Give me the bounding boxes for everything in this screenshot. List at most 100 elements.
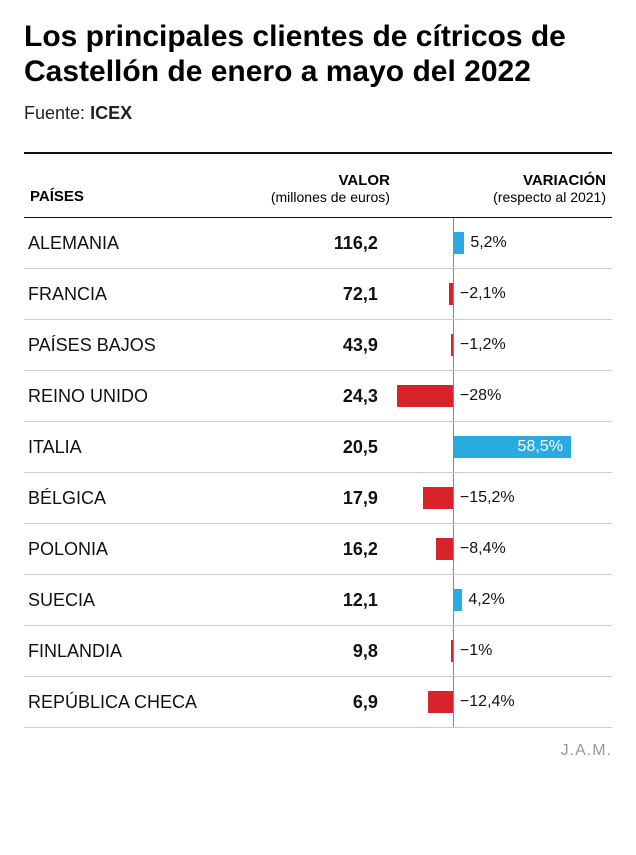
variation-cell: −1% (396, 626, 612, 677)
variation-bar-wrap: 4,2% (396, 575, 608, 625)
table-row: POLONIA16,2 −8,4% (24, 524, 612, 575)
value-cell: 6,9 (238, 677, 396, 728)
country-cell: REPÚBLICA CHECA (24, 677, 238, 728)
neg-zone (396, 218, 454, 268)
country-cell: POLONIA (24, 524, 238, 575)
bar-negative (397, 385, 453, 407)
header-variation-sub: (respecto al 2021) (402, 189, 606, 205)
country-cell: ALEMANIA (24, 218, 238, 269)
variation-cell: 5,2% (396, 218, 612, 269)
variation-label: 4,2% (462, 591, 504, 609)
variation-bar-wrap: −1% (396, 626, 608, 676)
bar-positive (454, 589, 462, 611)
variation-cell: −15,2% (396, 473, 612, 524)
neg-zone (396, 575, 454, 625)
pos-zone: 58,5% (454, 422, 608, 472)
header-country: PAÍSES (24, 154, 238, 218)
variation-cell: −12,4% (396, 677, 612, 728)
variation-label: −1% (454, 642, 492, 660)
table-row: SUECIA12,1 4,2% (24, 575, 612, 626)
bar-negative (449, 283, 453, 305)
country-cell: FRANCIA (24, 269, 238, 320)
variation-bar-wrap: −2,1% (396, 269, 608, 319)
bar-negative (423, 487, 453, 509)
table-row: ALEMANIA116,2 5,2% (24, 218, 612, 269)
header-value: VALOR (millones de euros) (238, 154, 396, 218)
variation-cell: −1,2% (396, 320, 612, 371)
table-row: FINLANDIA9,8 −1% (24, 626, 612, 677)
bar-negative (428, 691, 453, 713)
header-variation: VARIACIÓN (respecto al 2021) (396, 154, 612, 218)
variation-cell: 58,5% (396, 422, 612, 473)
pos-zone: −1% (454, 626, 608, 676)
variation-bar-wrap: −1,2% (396, 320, 608, 370)
value-cell: 9,8 (238, 626, 396, 677)
country-cell: REINO UNIDO (24, 371, 238, 422)
variation-bar-wrap: 5,2% (396, 218, 608, 268)
table-body: ALEMANIA116,2 5,2% FRANCIA72,1 −2,1% PAÍSES … (24, 218, 612, 728)
chart-title: Los principales clientes de cítricos de … (24, 20, 612, 89)
neg-zone (396, 524, 454, 574)
value-cell: 20,5 (238, 422, 396, 473)
pos-zone: −28% (454, 371, 608, 421)
table-row: REPÚBLICA CHECA6,9−12,4% (24, 677, 612, 728)
variation-bar-wrap: −28% (396, 371, 608, 421)
pos-zone: 5,2% (454, 218, 608, 268)
variation-cell: 4,2% (396, 575, 612, 626)
source-name: ICEX (90, 103, 132, 123)
source-label: Fuente: (24, 103, 85, 123)
country-cell: PAÍSES BAJOS (24, 320, 238, 371)
neg-zone (396, 473, 454, 523)
variation-cell: −28% (396, 371, 612, 422)
variation-bar-wrap: −15,2% (396, 473, 608, 523)
variation-bar-wrap: −8,4% (396, 524, 608, 574)
neg-zone (396, 626, 454, 676)
table-row: BÉLGICA17,9 −15,2% (24, 473, 612, 524)
bar-positive: 58,5% (454, 436, 571, 458)
variation-label: −2,1% (454, 285, 506, 303)
bar-negative (451, 334, 453, 356)
value-cell: 17,9 (238, 473, 396, 524)
pos-zone: 4,2% (454, 575, 608, 625)
country-cell: BÉLGICA (24, 473, 238, 524)
value-cell: 72,1 (238, 269, 396, 320)
variation-label: −1,2% (454, 336, 506, 354)
header-variation-label: VARIACIÓN (523, 172, 606, 189)
header-value-sub: (millones de euros) (244, 189, 390, 205)
header-row: PAÍSES VALOR (millones de euros) VARIACI… (24, 154, 612, 218)
variation-label: 58,5% (518, 438, 571, 456)
header-value-label: VALOR (339, 172, 390, 189)
country-cell: ITALIA (24, 422, 238, 473)
country-cell: FINLANDIA (24, 626, 238, 677)
pos-zone: −1,2% (454, 320, 608, 370)
bar-positive (454, 232, 464, 254)
neg-zone (396, 422, 454, 472)
country-cell: SUECIA (24, 575, 238, 626)
variation-bar-wrap: −12,4% (396, 677, 608, 727)
header-country-label: PAÍSES (30, 188, 84, 205)
bar-negative (436, 538, 453, 560)
table-row: FRANCIA72,1 −2,1% (24, 269, 612, 320)
variation-cell: −8,4% (396, 524, 612, 575)
neg-zone (396, 677, 454, 727)
value-cell: 12,1 (238, 575, 396, 626)
neg-zone (396, 269, 454, 319)
variation-label: −8,4% (454, 540, 506, 558)
variation-cell: −2,1% (396, 269, 612, 320)
neg-zone (396, 320, 454, 370)
value-cell: 43,9 (238, 320, 396, 371)
value-cell: 16,2 (238, 524, 396, 575)
pos-zone: −15,2% (454, 473, 608, 523)
bar-negative (451, 640, 453, 662)
value-cell: 24,3 (238, 371, 396, 422)
data-table: PAÍSES VALOR (millones de euros) VARIACI… (24, 154, 612, 728)
pos-zone: −2,1% (454, 269, 608, 319)
variation-label: −28% (454, 387, 501, 405)
table-row: ITALIA20,5 58,5% (24, 422, 612, 473)
source-line: Fuente: ICEX (24, 103, 612, 124)
variation-label: −15,2% (454, 489, 515, 507)
credit: J.A.M. (24, 742, 612, 760)
neg-zone (396, 371, 454, 421)
variation-bar-wrap: 58,5% (396, 422, 608, 472)
value-cell: 116,2 (238, 218, 396, 269)
